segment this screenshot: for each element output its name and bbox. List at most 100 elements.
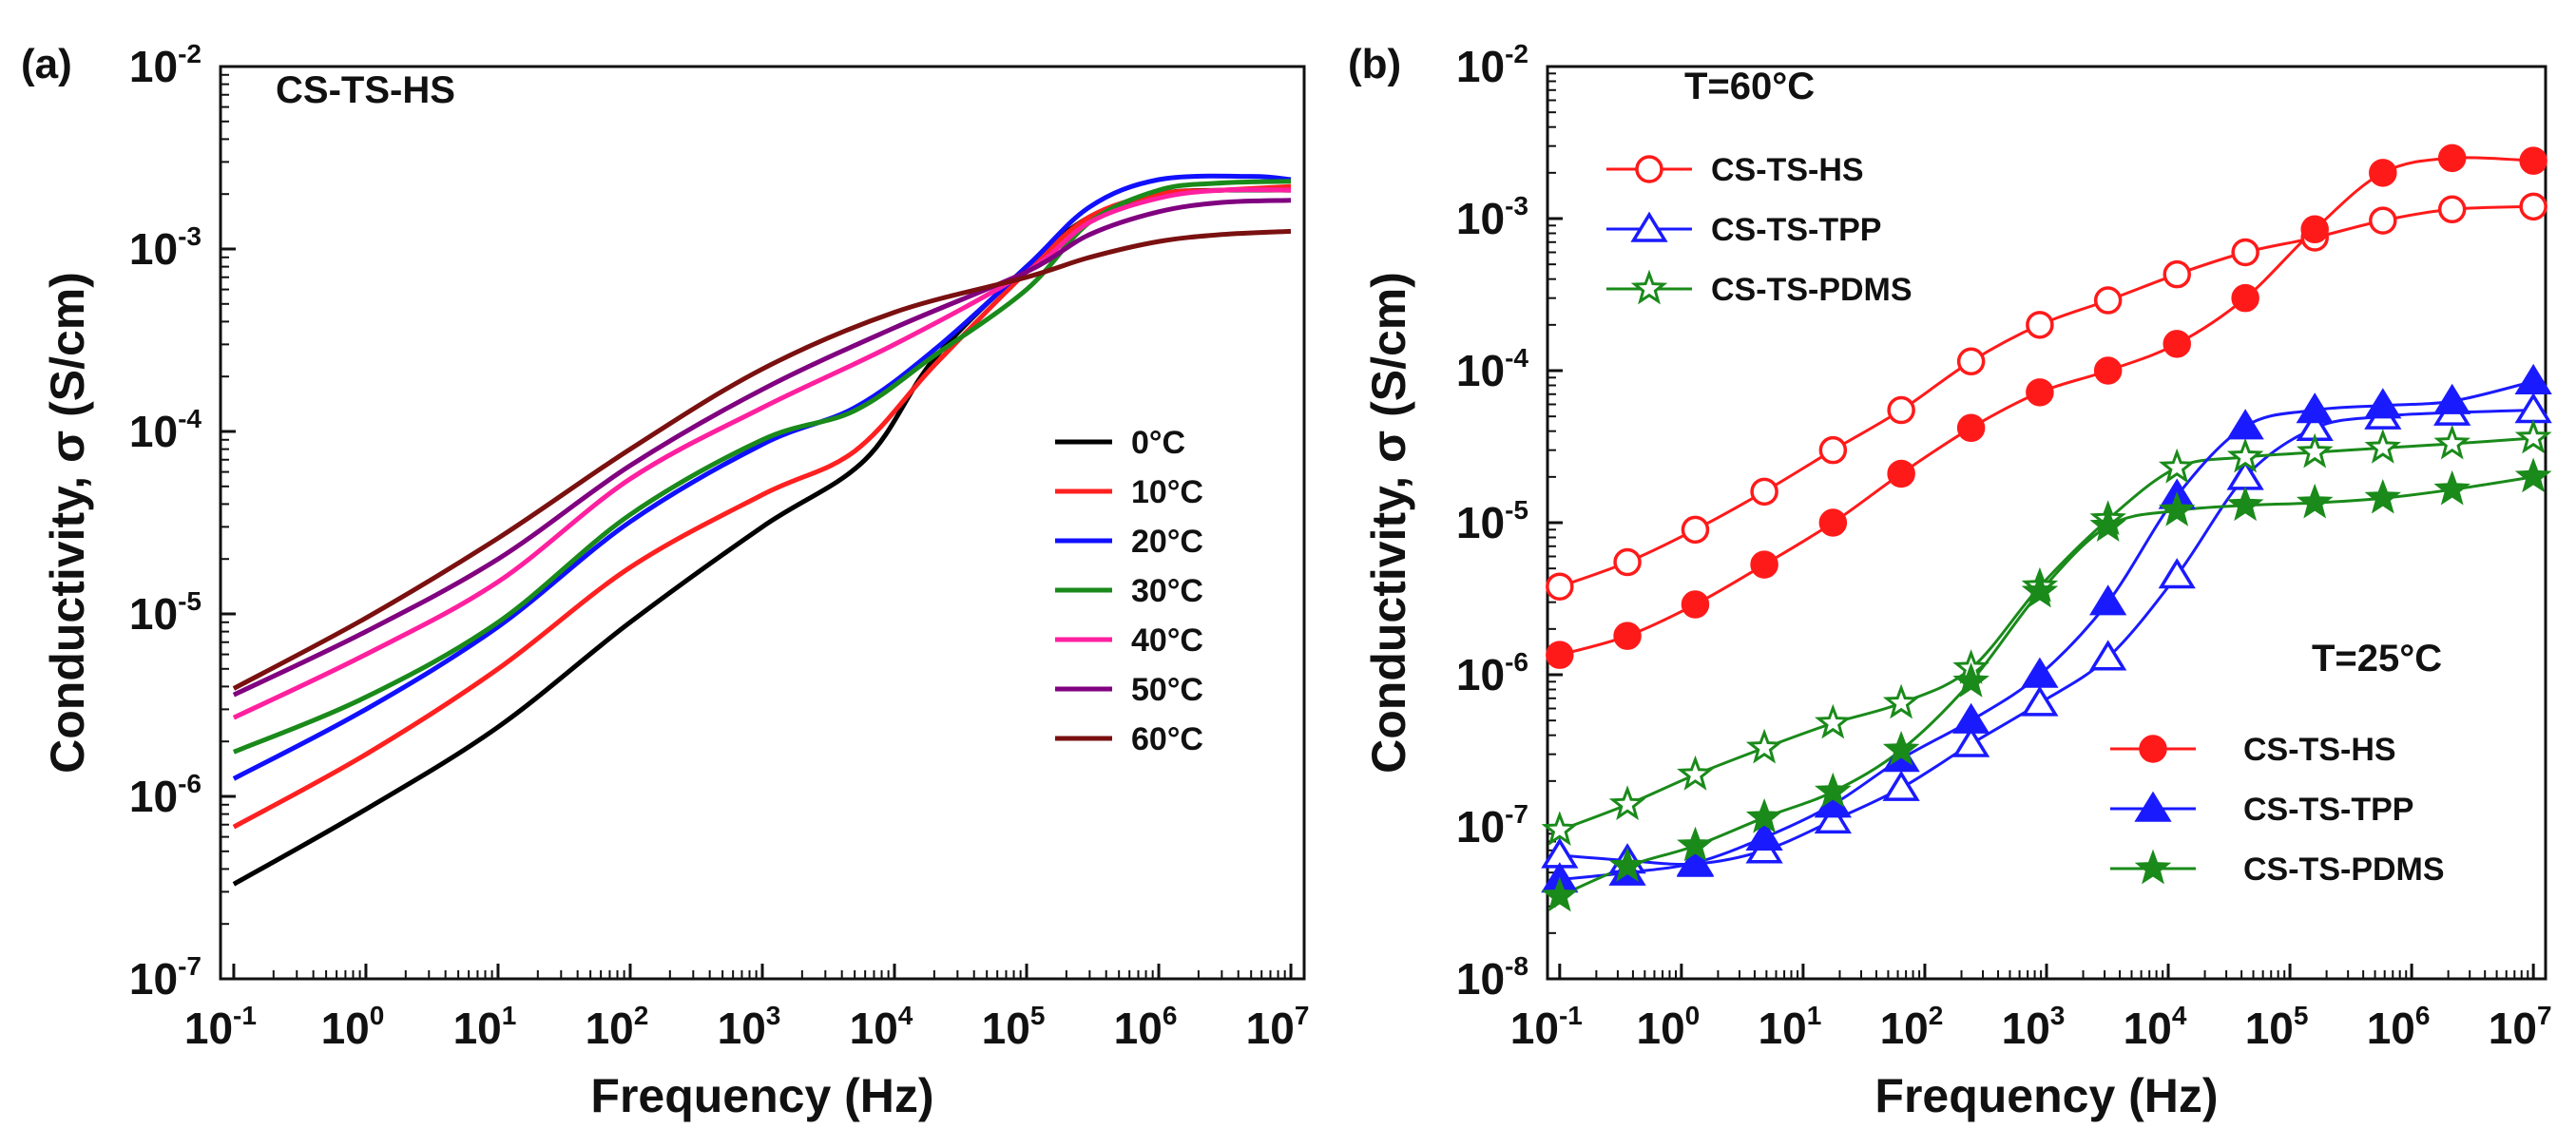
data-point — [2437, 144, 2467, 173]
tick-exponent: 3 — [766, 1001, 781, 1030]
tick-base: 10 — [184, 1004, 233, 1053]
data-point — [2296, 432, 2334, 469]
data-point — [2296, 483, 2334, 519]
x-tick-label: 103 — [718, 1001, 781, 1053]
data-point — [1814, 703, 1852, 739]
data-point — [1608, 847, 1646, 882]
y-tick-label: 10-5 — [1456, 495, 1528, 547]
x-tick-label: 100 — [1636, 1001, 1700, 1053]
tick-exponent: -8 — [1505, 951, 1528, 981]
y-axis-title-a: Conductivity, σ (S/cm) — [41, 272, 94, 774]
tick-exponent: 1 — [1807, 1001, 1822, 1030]
tick-base: 10 — [850, 1004, 898, 1053]
data-point — [1882, 730, 1920, 766]
data-point — [2364, 388, 2402, 419]
x-tick-label: 10-1 — [184, 1001, 257, 1053]
tick-exponent: 5 — [1030, 1001, 1046, 1030]
legend-marker — [1630, 269, 1668, 305]
data-point — [2093, 356, 2123, 385]
tick-base: 10 — [1636, 1004, 1684, 1053]
tick-base: 10 — [129, 407, 178, 456]
x-axis-title-a: Frequency (Hz) — [590, 1069, 933, 1122]
tick-base: 10 — [129, 42, 178, 91]
tick-exponent: 1 — [502, 1001, 517, 1030]
data-point — [2519, 192, 2547, 221]
series-line — [232, 183, 1292, 830]
y-axis-a: 10-710-610-510-410-310-2 — [129, 39, 236, 1004]
data-point — [1681, 515, 1710, 545]
chart-title-a: CS-TS-HS — [276, 69, 455, 111]
tick-exponent: -1 — [1559, 1001, 1583, 1030]
tick-base: 10 — [2489, 1004, 2537, 1053]
tick-base: 10 — [586, 1004, 634, 1053]
tick-exponent: -5 — [1505, 495, 1528, 525]
data-point — [2231, 238, 2259, 267]
data-point — [1613, 547, 1642, 577]
data-point — [2163, 259, 2191, 289]
tick-exponent: 7 — [1295, 1001, 1310, 1030]
tick-base: 10 — [129, 224, 178, 274]
data-point — [2089, 507, 2126, 542]
data-point — [1956, 347, 1986, 376]
data-point — [1814, 803, 1852, 834]
data-point — [2158, 558, 2196, 589]
x-tick-label: 101 — [1759, 1001, 1822, 1053]
annotation-t60: T=60°C — [1684, 66, 1815, 107]
tick-exponent: 2 — [634, 1001, 649, 1030]
tick-exponent: -1 — [233, 1001, 257, 1030]
tick-base: 10 — [718, 1004, 766, 1053]
data-point — [1745, 798, 1783, 833]
data-point — [2226, 409, 2264, 440]
y-axis-b: 10-810-710-610-510-410-310-2 — [1456, 39, 1563, 1004]
data-point — [1882, 770, 1920, 801]
tick-exponent: -3 — [178, 221, 202, 251]
tick-exponent: 3 — [2050, 1001, 2066, 1030]
data-point — [2158, 491, 2196, 526]
legend-marker — [2134, 849, 2172, 885]
data-point — [2514, 363, 2552, 395]
x-tick-label: 10-1 — [1510, 1001, 1583, 1053]
data-point — [2364, 429, 2402, 464]
x-tick-label: 103 — [2002, 1001, 2066, 1053]
data-point — [1750, 550, 1778, 579]
data-point — [1818, 508, 1848, 537]
legend-t60: CS-TS-HS CS-TS-TPP CS-TS-PDMS — [1606, 152, 1913, 308]
x-axis-b: 10-1 100 101 102 103 104 105 106 107 — [1510, 964, 2552, 1053]
legend-marker — [2134, 791, 2172, 822]
data-point — [1887, 459, 1915, 488]
tick-exponent: 5 — [2294, 1001, 2309, 1030]
tick-exponent: -4 — [178, 404, 202, 433]
tick-base: 10 — [2002, 1004, 2050, 1053]
data-point — [1952, 702, 1990, 734]
tick-exponent: -6 — [178, 769, 202, 798]
data-point — [1546, 641, 1574, 669]
panel-label-a: (a) — [21, 41, 72, 87]
tick-exponent: 0 — [370, 1001, 385, 1030]
tick-base: 10 — [1880, 1004, 1929, 1053]
legend-marker — [1635, 155, 1663, 183]
legend-marker — [1630, 211, 1668, 242]
tick-base: 10 — [1456, 802, 1505, 851]
x-tick-label: 105 — [2245, 1001, 2309, 1053]
data-point — [2026, 378, 2054, 407]
legend-marker — [2139, 735, 2167, 763]
x-tick-label: 107 — [2489, 1001, 2552, 1053]
series-line — [232, 179, 1292, 755]
y-tick-label: 10-2 — [129, 39, 202, 91]
data-point — [1887, 395, 1915, 425]
tick-exponent: -7 — [178, 951, 202, 981]
x-tick-label: 102 — [586, 1001, 649, 1053]
panel-a: (a) CS-TS-HS 10-710-610-510-410-310-2 10… — [21, 39, 1309, 1122]
tick-exponent: -2 — [1505, 39, 1528, 68]
y-axis-title-b: Conductivity, σ (S/cm) — [1362, 272, 1415, 774]
legend-label: 10°C — [1131, 474, 1203, 510]
data-point — [1541, 876, 1579, 912]
tick-base: 10 — [129, 589, 178, 639]
tick-base: 10 — [1759, 1004, 1807, 1053]
legend-label: 20°C — [1131, 524, 1203, 560]
data-point — [2226, 437, 2264, 473]
tick-base: 10 — [129, 772, 178, 821]
tick-base: 10 — [1456, 650, 1505, 699]
data-point — [2433, 383, 2471, 414]
legend-label: CS-TS-PDMS — [2243, 851, 2445, 888]
